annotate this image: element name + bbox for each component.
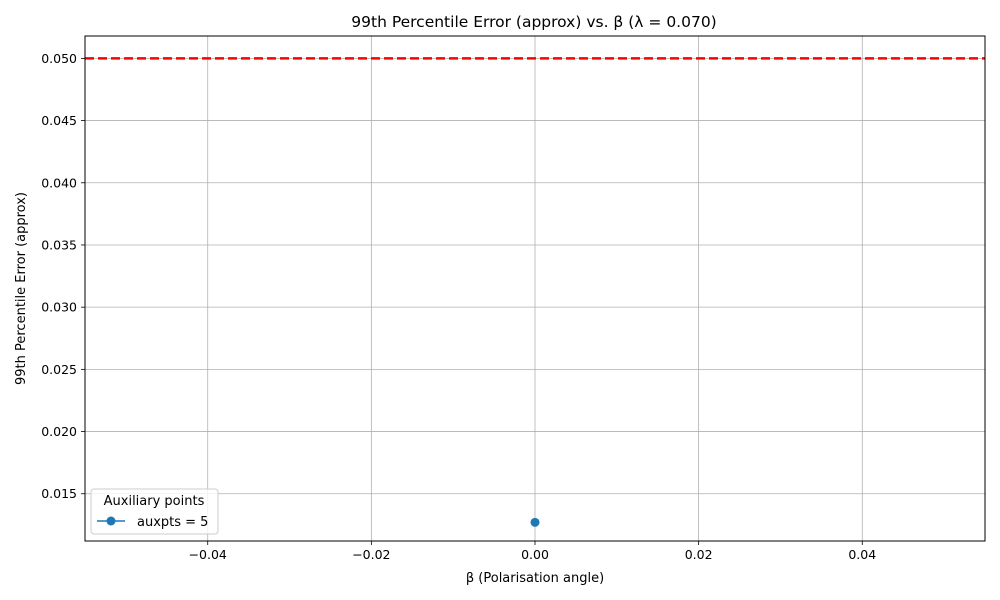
- legend-title: Auxiliary points: [104, 494, 205, 509]
- x-tick-label: 0.00: [521, 547, 549, 562]
- grid-lines: [85, 36, 985, 541]
- y-tick-label: 0.035: [41, 237, 77, 252]
- legend-series-marker: [106, 516, 116, 526]
- y-axis: 0.015 0.020 0.025 0.030 0.035 0.040 0.045 0.050: [41, 51, 85, 501]
- series-layer: [530, 517, 540, 527]
- x-tick-label: 0.02: [685, 547, 713, 562]
- y-tick-label: 0.050: [41, 51, 77, 66]
- chart-title: 99th Percentile Error (approx) vs. β (λ …: [351, 13, 716, 31]
- x-tick-label: 0.04: [848, 547, 876, 562]
- y-tick-label: 0.045: [41, 113, 77, 128]
- legend-box: [90, 488, 219, 535]
- legend: Auxiliary points auxpts = 5: [90, 488, 219, 535]
- y-tick-label: 0.015: [41, 486, 77, 501]
- y-axis-label: 99th Percentile Error (approx): [14, 192, 29, 385]
- x-axis-label: β (Polarisation angle): [466, 571, 604, 586]
- x-tick-label: −0.04: [189, 547, 227, 562]
- legend-series-label: auxpts = 5: [137, 515, 208, 530]
- x-axis: −0.04 −0.02 0.00 0.02 0.04: [189, 541, 876, 562]
- x-tick-label: −0.02: [352, 547, 390, 562]
- y-tick-label: 0.040: [41, 175, 77, 190]
- y-tick-label: 0.020: [41, 424, 77, 439]
- y-tick-label: 0.025: [41, 362, 77, 377]
- y-tick-label: 0.030: [41, 300, 77, 315]
- data-point: [530, 517, 540, 527]
